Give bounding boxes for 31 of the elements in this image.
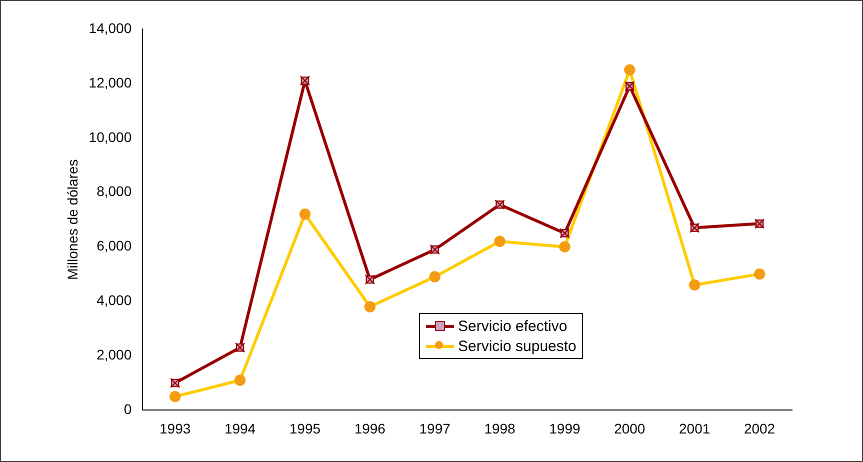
- y-tick-label: 4,000: [96, 292, 132, 308]
- x-tick-label: 1996: [354, 420, 386, 436]
- point: [754, 268, 766, 280]
- y-tick-label: 8,000: [96, 183, 132, 200]
- x-tick-label: 1994: [224, 420, 256, 436]
- x-tick-label: 2002: [744, 420, 776, 436]
- x-tick-label: 2000: [614, 420, 646, 436]
- x-tick-label: 1993: [160, 420, 191, 436]
- point: [364, 301, 376, 312]
- point: [169, 390, 181, 402]
- point: [429, 271, 440, 282]
- point: [494, 236, 506, 247]
- x-tick-label: 1997: [419, 420, 451, 436]
- point: [234, 374, 246, 386]
- y-tick-label: 14,000: [88, 20, 132, 36]
- legend-label: Servicio supuesto: [458, 338, 576, 354]
- y-tick-label: 12,000: [88, 74, 132, 90]
- point: [299, 208, 311, 220]
- x-tick-label: 2001: [679, 420, 710, 436]
- y-tick-label: 10,000: [88, 128, 132, 145]
- point: [688, 279, 700, 291]
- y-tick-label: 6,000: [96, 238, 132, 254]
- y-axis-title: Millones de dólares: [64, 159, 80, 280]
- x-tick-label: 1999: [549, 420, 580, 436]
- y-tick-label: 2,000: [96, 346, 132, 363]
- x-tick-label: 1998: [484, 420, 516, 436]
- legend-label: Servicio efectivo: [458, 318, 568, 334]
- point: [559, 241, 570, 252]
- x-tick-label: 1995: [289, 420, 321, 436]
- y-tick-label: 0: [124, 401, 132, 418]
- point: [624, 64, 636, 76]
